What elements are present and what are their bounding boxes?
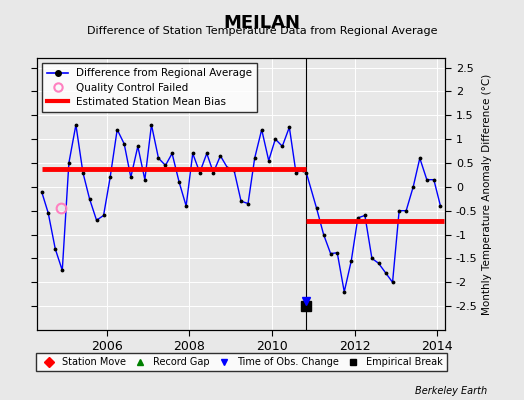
Legend: Station Move, Record Gap, Time of Obs. Change, Empirical Break: Station Move, Record Gap, Time of Obs. C… (36, 353, 446, 371)
Text: MEILAN: MEILAN (224, 14, 300, 32)
Text: Berkeley Earth: Berkeley Earth (415, 386, 487, 396)
Y-axis label: Monthly Temperature Anomaly Difference (°C): Monthly Temperature Anomaly Difference (… (482, 73, 492, 315)
Text: Difference of Station Temperature Data from Regional Average: Difference of Station Temperature Data f… (87, 26, 437, 36)
Legend: Difference from Regional Average, Quality Control Failed, Estimated Station Mean: Difference from Regional Average, Qualit… (42, 63, 257, 112)
